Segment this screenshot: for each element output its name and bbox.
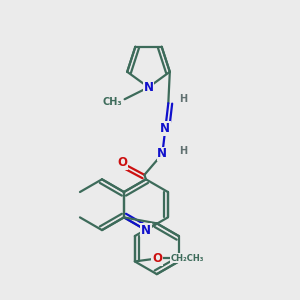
Text: H: H — [179, 94, 187, 104]
Text: O: O — [152, 252, 162, 265]
Text: O: O — [117, 156, 127, 170]
Text: N: N — [160, 122, 170, 135]
Text: CH₃: CH₃ — [103, 97, 122, 107]
Text: N: N — [143, 81, 154, 94]
Text: CH₂CH₃: CH₂CH₃ — [170, 254, 204, 263]
Text: N: N — [141, 224, 151, 237]
Text: H: H — [179, 146, 187, 156]
Text: N: N — [157, 147, 167, 161]
